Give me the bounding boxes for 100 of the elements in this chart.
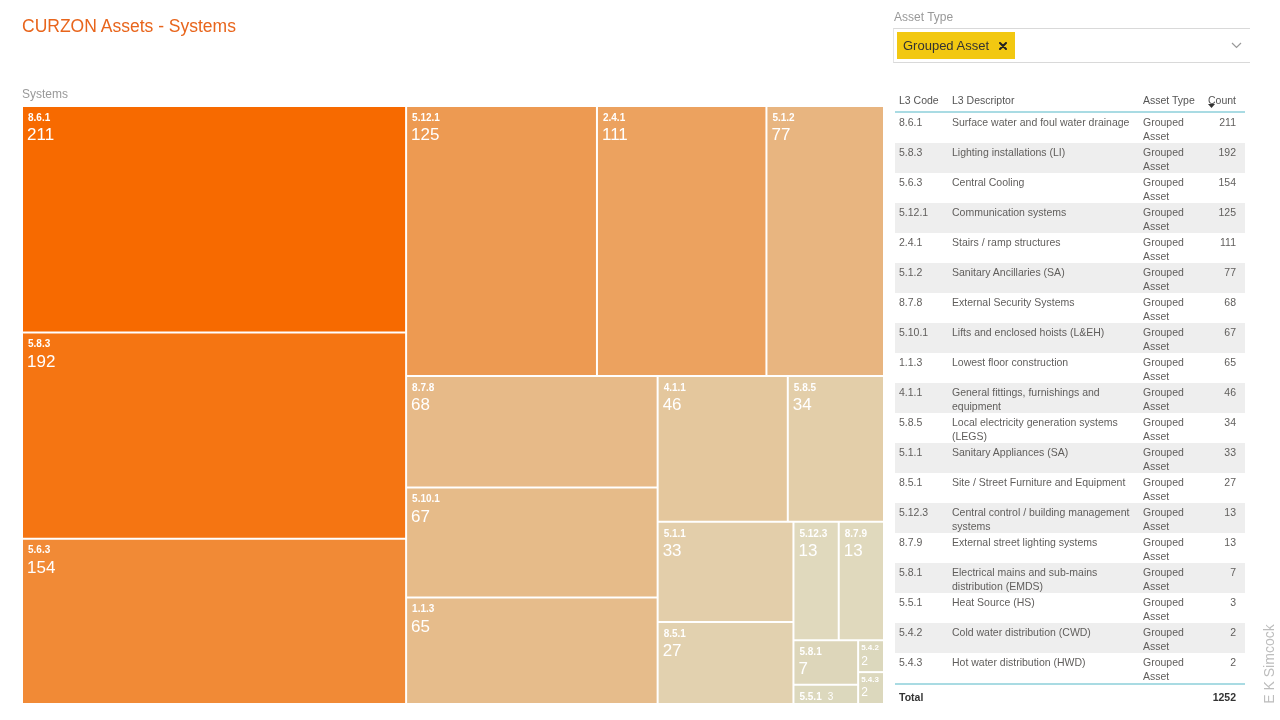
data-label: 2	[861, 653, 869, 668]
text: Grouped Asset	[1143, 386, 1184, 412]
text: 3	[1230, 596, 1236, 608]
text: Lowest floor construction	[952, 356, 1069, 368]
text: 34	[1224, 416, 1236, 428]
data-label: 2	[861, 685, 869, 700]
text: CURZON Assets - Systems	[22, 16, 236, 37]
data-label: 13	[798, 541, 818, 561]
text: Grouped Asset	[1143, 626, 1184, 652]
text: Heat Source (HS)	[952, 596, 1035, 608]
text: General fittings, furnishings and equipment	[952, 386, 1100, 412]
category-label: 5.8.1	[799, 645, 823, 657]
text: 5.1.1	[899, 446, 923, 458]
text: External street lighting systems	[952, 536, 1098, 548]
text: 68	[1224, 296, 1236, 308]
text: 8.7.8	[899, 296, 923, 308]
text: 5.8.5	[899, 416, 923, 428]
text: 8.7.9	[899, 536, 923, 548]
category-label: 5.8.3	[28, 338, 51, 350]
text: 77	[1224, 266, 1236, 278]
text: 27	[1224, 476, 1236, 488]
text: 5.10.1	[899, 326, 929, 338]
text: Grouped Asset	[1143, 596, 1184, 622]
text: Grouped Asset	[1143, 476, 1184, 502]
category-label: 8.7.8	[412, 381, 435, 393]
data-label: 154	[27, 557, 56, 577]
text: Asset Type	[894, 10, 954, 24]
text: Hot water distribution (HWD)	[952, 656, 1086, 668]
text: Stairs / ramp structures	[952, 236, 1061, 248]
data-label: 67	[411, 506, 431, 526]
text: External Security Systems	[952, 296, 1075, 308]
text: 5.6.3	[899, 176, 923, 188]
data-label: 34	[792, 395, 812, 415]
text: Grouped Asset	[1143, 566, 1184, 592]
category-label: 5.12.1	[412, 111, 441, 123]
text: E K Simcock	[1261, 624, 1277, 704]
text: 2	[1230, 656, 1236, 668]
text: Grouped Asset	[1143, 506, 1184, 532]
category-label: 5.1.1	[663, 527, 687, 539]
text: 111	[1220, 236, 1236, 248]
text: 192	[1218, 146, 1236, 158]
category-label: L3 Code	[895, 88, 948, 112]
text: 5.12.1	[899, 206, 929, 218]
text: Grouped Asset	[1143, 446, 1184, 472]
text: 5.4.2	[899, 626, 923, 638]
category-label: 5.12.3	[799, 527, 828, 539]
text: 4.1.1	[899, 386, 923, 398]
data-label: 65	[411, 616, 431, 636]
category-label: 5.5.1	[799, 690, 823, 702]
text: Surface water and foul water drainage	[952, 116, 1130, 128]
category-label: 1.1.3	[412, 603, 435, 615]
text: 46	[1224, 386, 1236, 398]
data-label: 46	[662, 395, 682, 415]
category-label: 5.10.1	[412, 493, 441, 505]
text: Grouped Asset	[1143, 416, 1184, 442]
category-label: 5.6.3	[28, 544, 51, 556]
data-label: 13	[843, 541, 863, 561]
text: Cold water distribution (CWD)	[952, 626, 1091, 638]
text: 7	[1230, 566, 1236, 578]
text: Sanitary Ancillaries (SA)	[952, 266, 1065, 278]
text: 65	[1224, 356, 1236, 368]
category-label: 4.1.1	[663, 381, 687, 393]
text: Grouped Asset	[1143, 116, 1184, 142]
data-label: 33	[662, 541, 682, 561]
text: Grouped Asset	[1143, 206, 1184, 232]
category-label: 5.8.5	[793, 381, 817, 393]
data-label: 77	[771, 125, 791, 145]
data-label: 27	[662, 641, 682, 661]
text: 2.4.1	[899, 236, 923, 248]
text: Grouped Asset	[1143, 656, 1184, 682]
category-label: 8.7.9	[844, 527, 868, 539]
text: Systems	[22, 87, 69, 101]
text: 5.1.2	[899, 266, 923, 278]
text: 13	[1224, 506, 1236, 518]
category-label: 5.4.3	[861, 675, 880, 685]
text: Sanitary Appliances (SA)	[952, 446, 1069, 458]
data-label: 211	[27, 125, 55, 145]
text: Central control / building management systems	[952, 506, 1130, 532]
category-label: 5.4.2	[861, 643, 880, 653]
text: 67	[1224, 326, 1236, 338]
data-label: 7	[798, 659, 808, 679]
text: Site / Street Furniture and Equipment	[952, 476, 1126, 488]
text: 154	[1218, 176, 1236, 188]
text: Grouped Asset	[1143, 146, 1184, 172]
category-label: 5.1.2	[772, 111, 796, 123]
data-label: 192	[27, 351, 56, 371]
category-label: Count	[1197, 88, 1245, 112]
data-label: 3	[827, 690, 834, 702]
data-label: 68	[411, 395, 431, 415]
text: Lighting installations (LI)	[952, 146, 1066, 158]
text: Grouped Asset	[1143, 266, 1184, 292]
text: Central Cooling	[952, 176, 1025, 188]
text: 8.6.1	[899, 116, 923, 128]
text: 5.12.3	[899, 506, 929, 518]
category-label: 8.5.1	[663, 627, 687, 639]
text: Grouped Asset	[1143, 236, 1184, 262]
text: Grouped Asset	[1143, 326, 1184, 352]
text: 5.8.1	[899, 566, 923, 578]
text: Local electricity generation systems (LEGS)	[952, 416, 1118, 442]
text: 5.4.3	[899, 656, 923, 668]
